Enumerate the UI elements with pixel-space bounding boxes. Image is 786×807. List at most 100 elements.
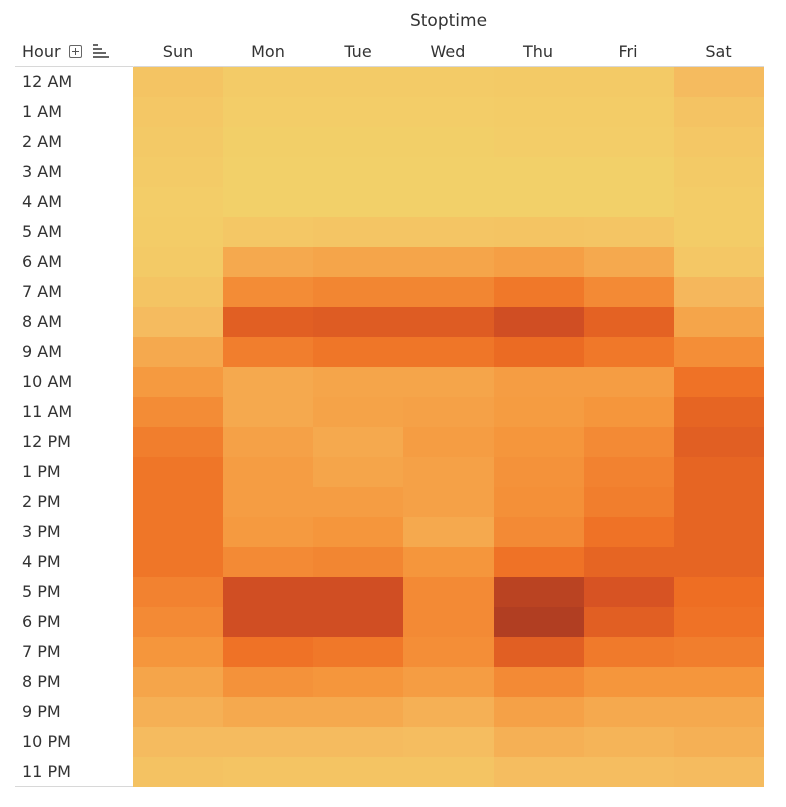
heatmap-cell-10pm-wed[interactable]: [403, 727, 494, 757]
heatmap-cell-6pm-wed[interactable]: [403, 607, 494, 637]
heatmap-cell-2pm-mon[interactable]: [223, 487, 313, 517]
hour-label-7pm[interactable]: 7 PM: [22, 642, 61, 661]
day-header-sat[interactable]: Sat: [705, 42, 732, 61]
heatmap-cell-8am-mon[interactable]: [223, 307, 313, 337]
heatmap-cell-8am-wed[interactable]: [403, 307, 494, 337]
heatmap-cell-12pm-mon[interactable]: [223, 427, 313, 457]
heatmap-cell-1pm-wed[interactable]: [403, 457, 494, 487]
heatmap-cell-4pm-fri[interactable]: [584, 547, 674, 577]
heatmap-cell-10pm-mon[interactable]: [223, 727, 313, 757]
heatmap-cell-3pm-sun[interactable]: [133, 517, 223, 547]
heatmap-cell-3am-fri[interactable]: [584, 157, 674, 187]
hour-label-9am[interactable]: 9 AM: [22, 342, 63, 361]
heatmap-cell-12pm-wed[interactable]: [403, 427, 494, 457]
heatmap-cell-6am-sat[interactable]: [674, 247, 764, 277]
heatmap-cell-5am-sun[interactable]: [133, 217, 223, 247]
heatmap-cell-11pm-wed[interactable]: [403, 757, 494, 787]
hour-label-11am[interactable]: 11 AM: [22, 402, 73, 421]
heatmap-cell-12am-sat[interactable]: [674, 67, 764, 97]
heatmap-cell-6pm-thu[interactable]: [494, 607, 584, 637]
heatmap-cell-10am-tue[interactable]: [313, 367, 403, 397]
heatmap-cell-7am-sat[interactable]: [674, 277, 764, 307]
heatmap-cell-7pm-sat[interactable]: [674, 637, 764, 667]
heatmap-cell-3am-tue[interactable]: [313, 157, 403, 187]
heatmap-cell-5am-fri[interactable]: [584, 217, 674, 247]
heatmap-cell-12am-wed[interactable]: [403, 67, 494, 97]
heatmap-cell-2pm-sun[interactable]: [133, 487, 223, 517]
heatmap-cell-4pm-thu[interactable]: [494, 547, 584, 577]
heatmap-cell-7pm-sun[interactable]: [133, 637, 223, 667]
heatmap-cell-9am-thu[interactable]: [494, 337, 584, 367]
hour-label-3am[interactable]: 3 AM: [22, 162, 63, 181]
heatmap-cell-1pm-sat[interactable]: [674, 457, 764, 487]
heatmap-cell-9pm-sun[interactable]: [133, 697, 223, 727]
heatmap-cell-9am-sun[interactable]: [133, 337, 223, 367]
heatmap-cell-12am-tue[interactable]: [313, 67, 403, 97]
heatmap-cell-6pm-fri[interactable]: [584, 607, 674, 637]
heatmap-cell-2pm-fri[interactable]: [584, 487, 674, 517]
heatmap-cell-3pm-tue[interactable]: [313, 517, 403, 547]
heatmap-cell-3am-sat[interactable]: [674, 157, 764, 187]
heatmap-cell-6am-fri[interactable]: [584, 247, 674, 277]
plus-box-icon[interactable]: [69, 45, 82, 58]
heatmap-cell-3pm-thu[interactable]: [494, 517, 584, 547]
heatmap-cell-7am-tue[interactable]: [313, 277, 403, 307]
heatmap-cell-1pm-thu[interactable]: [494, 457, 584, 487]
sort-bars-icon[interactable]: [93, 44, 109, 58]
heatmap-cell-10pm-sat[interactable]: [674, 727, 764, 757]
heatmap-cell-8pm-sat[interactable]: [674, 667, 764, 697]
heatmap-cell-7pm-fri[interactable]: [584, 637, 674, 667]
heatmap-cell-11pm-mon[interactable]: [223, 757, 313, 787]
heatmap-cell-5pm-sat[interactable]: [674, 577, 764, 607]
heatmap-cell-9am-mon[interactable]: [223, 337, 313, 367]
heatmap-cell-1am-thu[interactable]: [494, 97, 584, 127]
hour-label-1am[interactable]: 1 AM: [22, 102, 63, 121]
heatmap-cell-8am-tue[interactable]: [313, 307, 403, 337]
heatmap-cell-2pm-thu[interactable]: [494, 487, 584, 517]
heatmap-cell-9pm-sat[interactable]: [674, 697, 764, 727]
hour-label-3pm[interactable]: 3 PM: [22, 522, 61, 541]
heatmap-cell-4am-thu[interactable]: [494, 187, 584, 217]
heatmap-cell-11pm-tue[interactable]: [313, 757, 403, 787]
heatmap-cell-9pm-mon[interactable]: [223, 697, 313, 727]
heatmap-cell-4pm-sun[interactable]: [133, 547, 223, 577]
heatmap-cell-6am-tue[interactable]: [313, 247, 403, 277]
heatmap-cell-4am-tue[interactable]: [313, 187, 403, 217]
heatmap-cell-3am-sun[interactable]: [133, 157, 223, 187]
heatmap-cell-5pm-wed[interactable]: [403, 577, 494, 607]
heatmap-cell-2am-tue[interactable]: [313, 127, 403, 157]
heatmap-cell-2am-thu[interactable]: [494, 127, 584, 157]
heatmap-cell-10am-thu[interactable]: [494, 367, 584, 397]
day-header-thu[interactable]: Thu: [522, 42, 554, 61]
hour-label-8pm[interactable]: 8 PM: [22, 672, 61, 691]
heatmap-cell-2pm-wed[interactable]: [403, 487, 494, 517]
heatmap-cell-12pm-sat[interactable]: [674, 427, 764, 457]
hour-label-10am[interactable]: 10 AM: [22, 372, 73, 391]
hour-label-4pm[interactable]: 4 PM: [22, 552, 61, 571]
heatmap-cell-9am-sat[interactable]: [674, 337, 764, 367]
hour-label-2pm[interactable]: 2 PM: [22, 492, 61, 511]
hour-label-12pm[interactable]: 12 PM: [22, 432, 71, 451]
heatmap-cell-12am-thu[interactable]: [494, 67, 584, 97]
heatmap-cell-11am-thu[interactable]: [494, 397, 584, 427]
hour-label-6am[interactable]: 6 AM: [22, 252, 63, 271]
heatmap-cell-7am-wed[interactable]: [403, 277, 494, 307]
heatmap-cell-8pm-wed[interactable]: [403, 667, 494, 697]
heatmap-cell-2pm-tue[interactable]: [313, 487, 403, 517]
day-header-fri[interactable]: Fri: [618, 42, 638, 61]
heatmap-cell-10am-fri[interactable]: [584, 367, 674, 397]
heatmap-cell-11am-wed[interactable]: [403, 397, 494, 427]
hour-label-2am[interactable]: 2 AM: [22, 132, 63, 151]
heatmap-cell-4am-sun[interactable]: [133, 187, 223, 217]
heatmap-cell-7pm-thu[interactable]: [494, 637, 584, 667]
heatmap-cell-4pm-wed[interactable]: [403, 547, 494, 577]
heatmap-cell-11pm-fri[interactable]: [584, 757, 674, 787]
heatmap-cell-3pm-mon[interactable]: [223, 517, 313, 547]
heatmap-cell-11am-fri[interactable]: [584, 397, 674, 427]
hour-label-8am[interactable]: 8 AM: [22, 312, 63, 331]
heatmap-cell-1pm-mon[interactable]: [223, 457, 313, 487]
heatmap-cell-11am-mon[interactable]: [223, 397, 313, 427]
heatmap-cell-9pm-thu[interactable]: [494, 697, 584, 727]
hour-label-1pm[interactable]: 1 PM: [22, 462, 61, 481]
heatmap-cell-7am-thu[interactable]: [494, 277, 584, 307]
